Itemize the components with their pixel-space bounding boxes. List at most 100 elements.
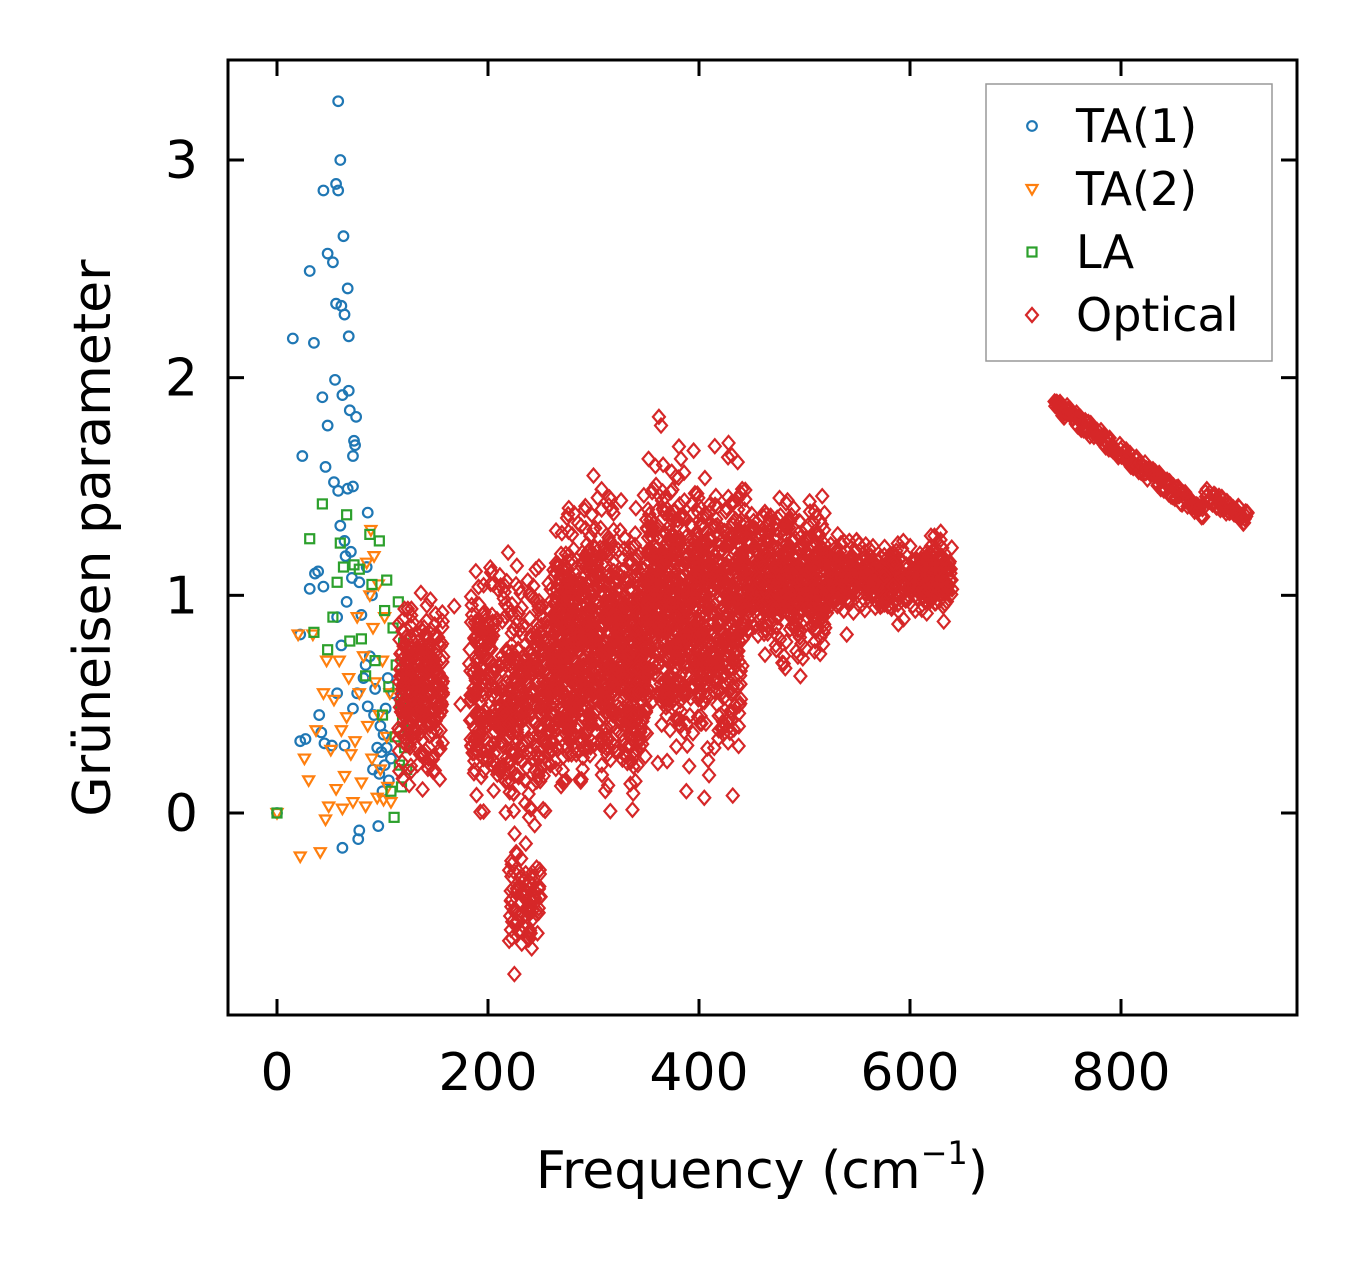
- data-point-ta-2-: [343, 749, 359, 762]
- data-point-optical: [469, 680, 485, 699]
- data-point-optical: [573, 517, 589, 535]
- data-point-optical: [641, 600, 656, 618]
- data-point-optical: [395, 702, 411, 721]
- data-point-optical: [657, 504, 673, 522]
- data-point-ta-2-: [382, 688, 398, 701]
- data-point-la: [388, 811, 400, 823]
- data-point-ta-1-: [319, 461, 332, 473]
- data-point-ta-2-: [319, 655, 334, 669]
- data-point-optical: [529, 772, 545, 791]
- data-point-optical: [492, 759, 508, 778]
- data-point-optical: [710, 696, 725, 714]
- axes: 0 200 400 600 800 0 1 2 3: [165, 58, 1299, 1103]
- data-point-optical: [820, 583, 836, 601]
- data-point-optical: [585, 649, 601, 668]
- data-point-optical: [1195, 508, 1211, 526]
- data-point-optical: [613, 491, 629, 510]
- data-point-ta-1-: [353, 824, 366, 837]
- data-point-optical: [466, 679, 481, 697]
- data-point-optical: [433, 703, 449, 721]
- data-point-ta-2-: [364, 753, 380, 767]
- data-point-optical: [758, 530, 774, 549]
- data-point-optical: [778, 494, 794, 512]
- data-point-optical: [757, 503, 773, 521]
- data-point-ta-1-: [303, 582, 316, 595]
- data-point-optical: [763, 507, 779, 525]
- data-point-ta-1-: [350, 410, 363, 423]
- data-point-optical: [429, 734, 445, 752]
- data-point-optical: [626, 612, 641, 631]
- data-point-optical: [504, 595, 520, 614]
- data-point-optical: [710, 729, 726, 748]
- data-point-ta-1-: [334, 154, 347, 166]
- data-point-optical: [514, 752, 530, 771]
- data-point-ta-1-: [337, 230, 350, 243]
- data-point-optical: [434, 669, 450, 687]
- legend-item-optical[interactable]: Optical: [1024, 288, 1238, 342]
- data-point-optical: [703, 669, 719, 687]
- data-point-optical: [731, 737, 747, 755]
- data-point-optical: [559, 738, 575, 756]
- data-point-optical: [502, 783, 518, 801]
- data-point-optical: [523, 800, 539, 818]
- data-point-ta-1-: [317, 184, 330, 197]
- data-point-optical: [824, 558, 840, 576]
- data-point-optical: [601, 576, 617, 594]
- data-point-optical: [622, 571, 638, 590]
- data-point-ta-2-: [339, 712, 355, 725]
- data-point-optical: [467, 761, 483, 779]
- data-point-optical: [694, 604, 710, 623]
- data-point-optical: [740, 575, 756, 594]
- data-point-optical: [902, 537, 918, 555]
- data-point-optical: [489, 610, 505, 629]
- data-point-la: [341, 509, 353, 521]
- data-point-optical: [596, 644, 612, 663]
- data-point-ta-2-: [359, 557, 375, 571]
- data-point-optical: [400, 600, 416, 618]
- data-point-optical: [724, 494, 739, 512]
- data-point-optical: [627, 621, 643, 639]
- data-point-optical: [528, 560, 544, 579]
- data-point-ta-1-: [327, 256, 339, 269]
- data-point-la: [383, 681, 395, 693]
- data-point-optical: [944, 539, 960, 557]
- data-point-optical: [691, 638, 706, 657]
- data-point-optical: [597, 782, 613, 800]
- data-point-optical: [761, 522, 777, 541]
- data-point-optical: [589, 678, 605, 696]
- data-point-la: [364, 528, 376, 540]
- data-point-optical: [514, 934, 530, 953]
- legend-item-ta-1-[interactable]: TA(1): [1026, 99, 1197, 153]
- data-point-optical: [495, 704, 511, 723]
- data-point-optical: [612, 635, 628, 653]
- data-point-optical: [519, 685, 535, 704]
- data-point-optical: [804, 577, 820, 595]
- data-point-optical: [789, 592, 805, 610]
- data-point-optical: [561, 499, 577, 517]
- data-point-optical: [504, 890, 520, 909]
- data-point-optical: [723, 702, 739, 720]
- data-point-ta-2-: [347, 736, 363, 749]
- data-point-optical: [655, 456, 671, 474]
- data-point-optical: [466, 629, 482, 647]
- data-point-ta-2-: [323, 744, 339, 758]
- data-point-optical: [776, 654, 792, 673]
- data-point-optical: [684, 551, 700, 569]
- data-point-optical: [724, 534, 740, 553]
- data-point-optical: [940, 558, 956, 577]
- data-point-optical: [590, 489, 606, 507]
- legend-item-la[interactable]: LA: [1026, 225, 1135, 279]
- data-point-optical: [538, 736, 554, 755]
- data-point-optical: [692, 684, 708, 703]
- legend[interactable]: TA(1) TA(2) LA Optical: [985, 83, 1273, 362]
- x-tick-label: 400: [649, 1043, 748, 1103]
- data-point-optical: [697, 469, 713, 487]
- data-point-optical: [510, 613, 526, 631]
- data-point-optical: [786, 607, 802, 625]
- data-point-optical: [690, 708, 706, 726]
- data-point-optical: [407, 705, 423, 723]
- legend-item-ta-2-[interactable]: TA(2): [1024, 162, 1198, 216]
- data-point-optical: [556, 691, 572, 709]
- data-point-optical: [679, 736, 695, 755]
- data-point-optical: [726, 720, 742, 739]
